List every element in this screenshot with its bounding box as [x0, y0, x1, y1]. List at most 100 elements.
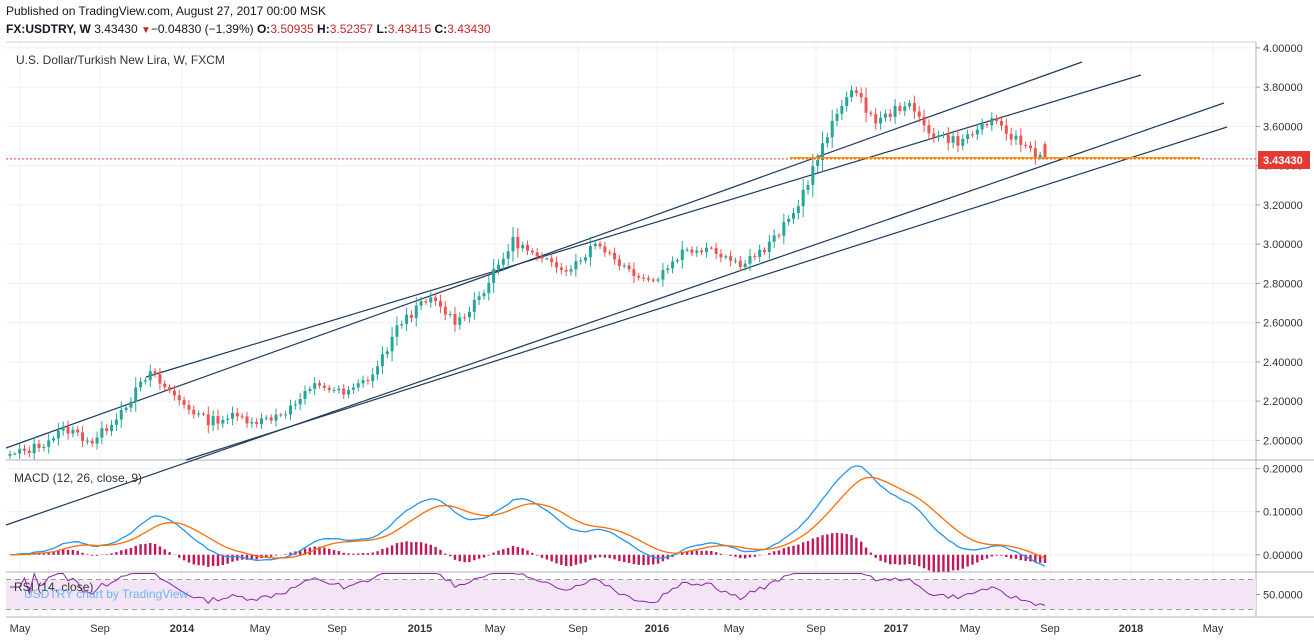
candle-body	[1024, 144, 1028, 146]
candle	[767, 234, 771, 259]
candle-body	[729, 256, 733, 261]
candle	[564, 265, 568, 277]
candle-body	[274, 414, 278, 421]
candle	[787, 215, 791, 226]
change-value: −0.04830 (−1.39%)	[150, 22, 254, 36]
candle-body	[405, 314, 409, 325]
candle	[255, 418, 259, 428]
candle	[782, 213, 786, 245]
candle	[139, 377, 143, 392]
price-axis: 4.000003.800003.600003.400003.200003.000…	[1256, 43, 1303, 602]
candle-body	[376, 366, 380, 375]
candle	[758, 244, 762, 263]
candle-body	[912, 103, 916, 112]
candle	[622, 263, 626, 269]
candle-body	[530, 250, 534, 253]
candle-body	[366, 380, 370, 382]
candle-body	[893, 105, 897, 117]
rsi-band	[6, 579, 1256, 610]
candle	[1043, 141, 1047, 159]
rsi-guides	[6, 579, 1256, 610]
candle-body	[487, 282, 491, 294]
candle-body	[351, 387, 355, 390]
candle-body	[492, 268, 496, 283]
candle	[709, 246, 713, 250]
candle	[753, 252, 757, 261]
last-price-tag-label: 3.43430	[1263, 155, 1303, 167]
candle-body	[327, 387, 331, 391]
candle-body	[221, 419, 225, 424]
candle	[303, 385, 307, 405]
candle-body	[1019, 135, 1023, 145]
rsi-tick-label: 50.0000	[1263, 590, 1303, 602]
candle-body	[550, 258, 554, 263]
candle-body	[298, 398, 302, 405]
candle-body	[76, 429, 80, 433]
candle	[995, 114, 999, 125]
candle-body	[753, 256, 757, 258]
candle-body	[632, 269, 636, 277]
candle-body	[206, 414, 210, 426]
candle	[376, 360, 380, 381]
candle-body	[226, 418, 230, 420]
candle-body	[114, 419, 118, 425]
candle-body	[85, 440, 89, 442]
candle	[690, 246, 694, 257]
candle	[443, 301, 447, 321]
candle	[158, 368, 162, 390]
candle	[1004, 118, 1008, 141]
candle-body	[656, 279, 660, 281]
candle-body	[569, 269, 573, 272]
candle	[550, 253, 554, 268]
candle-body	[56, 430, 60, 439]
candle	[279, 412, 283, 418]
candle-body	[361, 380, 365, 384]
candle-body	[1038, 154, 1042, 157]
candle-body	[18, 448, 22, 454]
candle-body	[192, 409, 196, 415]
candle-body	[966, 134, 970, 139]
candle-body	[516, 236, 520, 249]
candle-body	[845, 97, 849, 107]
macd-pane-title: MACD (12, 26, close, 9)	[14, 471, 142, 485]
candle-body	[521, 245, 525, 249]
candle	[912, 95, 916, 120]
candle-body	[898, 105, 902, 111]
candle-body	[443, 306, 447, 315]
time-axis: May Sep 2014 May Sep 2015 May Sep 2016 May Sep 2017…	[10, 623, 1224, 635]
candle	[163, 380, 167, 391]
time-tick-label: May	[960, 623, 981, 635]
trend-channels[interactable]	[5, 61, 1228, 526]
candle	[332, 387, 336, 394]
candle-body	[680, 249, 684, 261]
candle	[298, 392, 302, 411]
candle-body	[245, 416, 249, 424]
candle-body	[197, 413, 201, 415]
candle-body	[279, 414, 283, 416]
candle-body	[646, 278, 650, 280]
candle	[477, 291, 481, 305]
candle	[593, 240, 597, 250]
candle	[700, 247, 704, 256]
candle	[579, 257, 583, 265]
candle-body	[874, 114, 878, 124]
rsi-pane-title: RSI (14, close)	[14, 580, 93, 594]
candle	[385, 347, 389, 359]
candle-body	[917, 111, 921, 117]
candle-body	[588, 245, 592, 258]
time-tick-label: Sep	[568, 623, 588, 635]
candle-body	[27, 450, 31, 454]
candle-body	[8, 453, 12, 456]
candle-body	[970, 134, 974, 136]
candle-body	[318, 383, 322, 386]
candle	[259, 413, 263, 430]
candle-body	[922, 116, 926, 126]
candle	[821, 131, 825, 172]
candle-body	[608, 252, 612, 254]
candle-body	[172, 390, 176, 396]
time-tick-label: Sep	[1040, 623, 1060, 635]
candle	[347, 386, 351, 399]
candle	[434, 292, 438, 306]
candle-body	[148, 371, 152, 381]
